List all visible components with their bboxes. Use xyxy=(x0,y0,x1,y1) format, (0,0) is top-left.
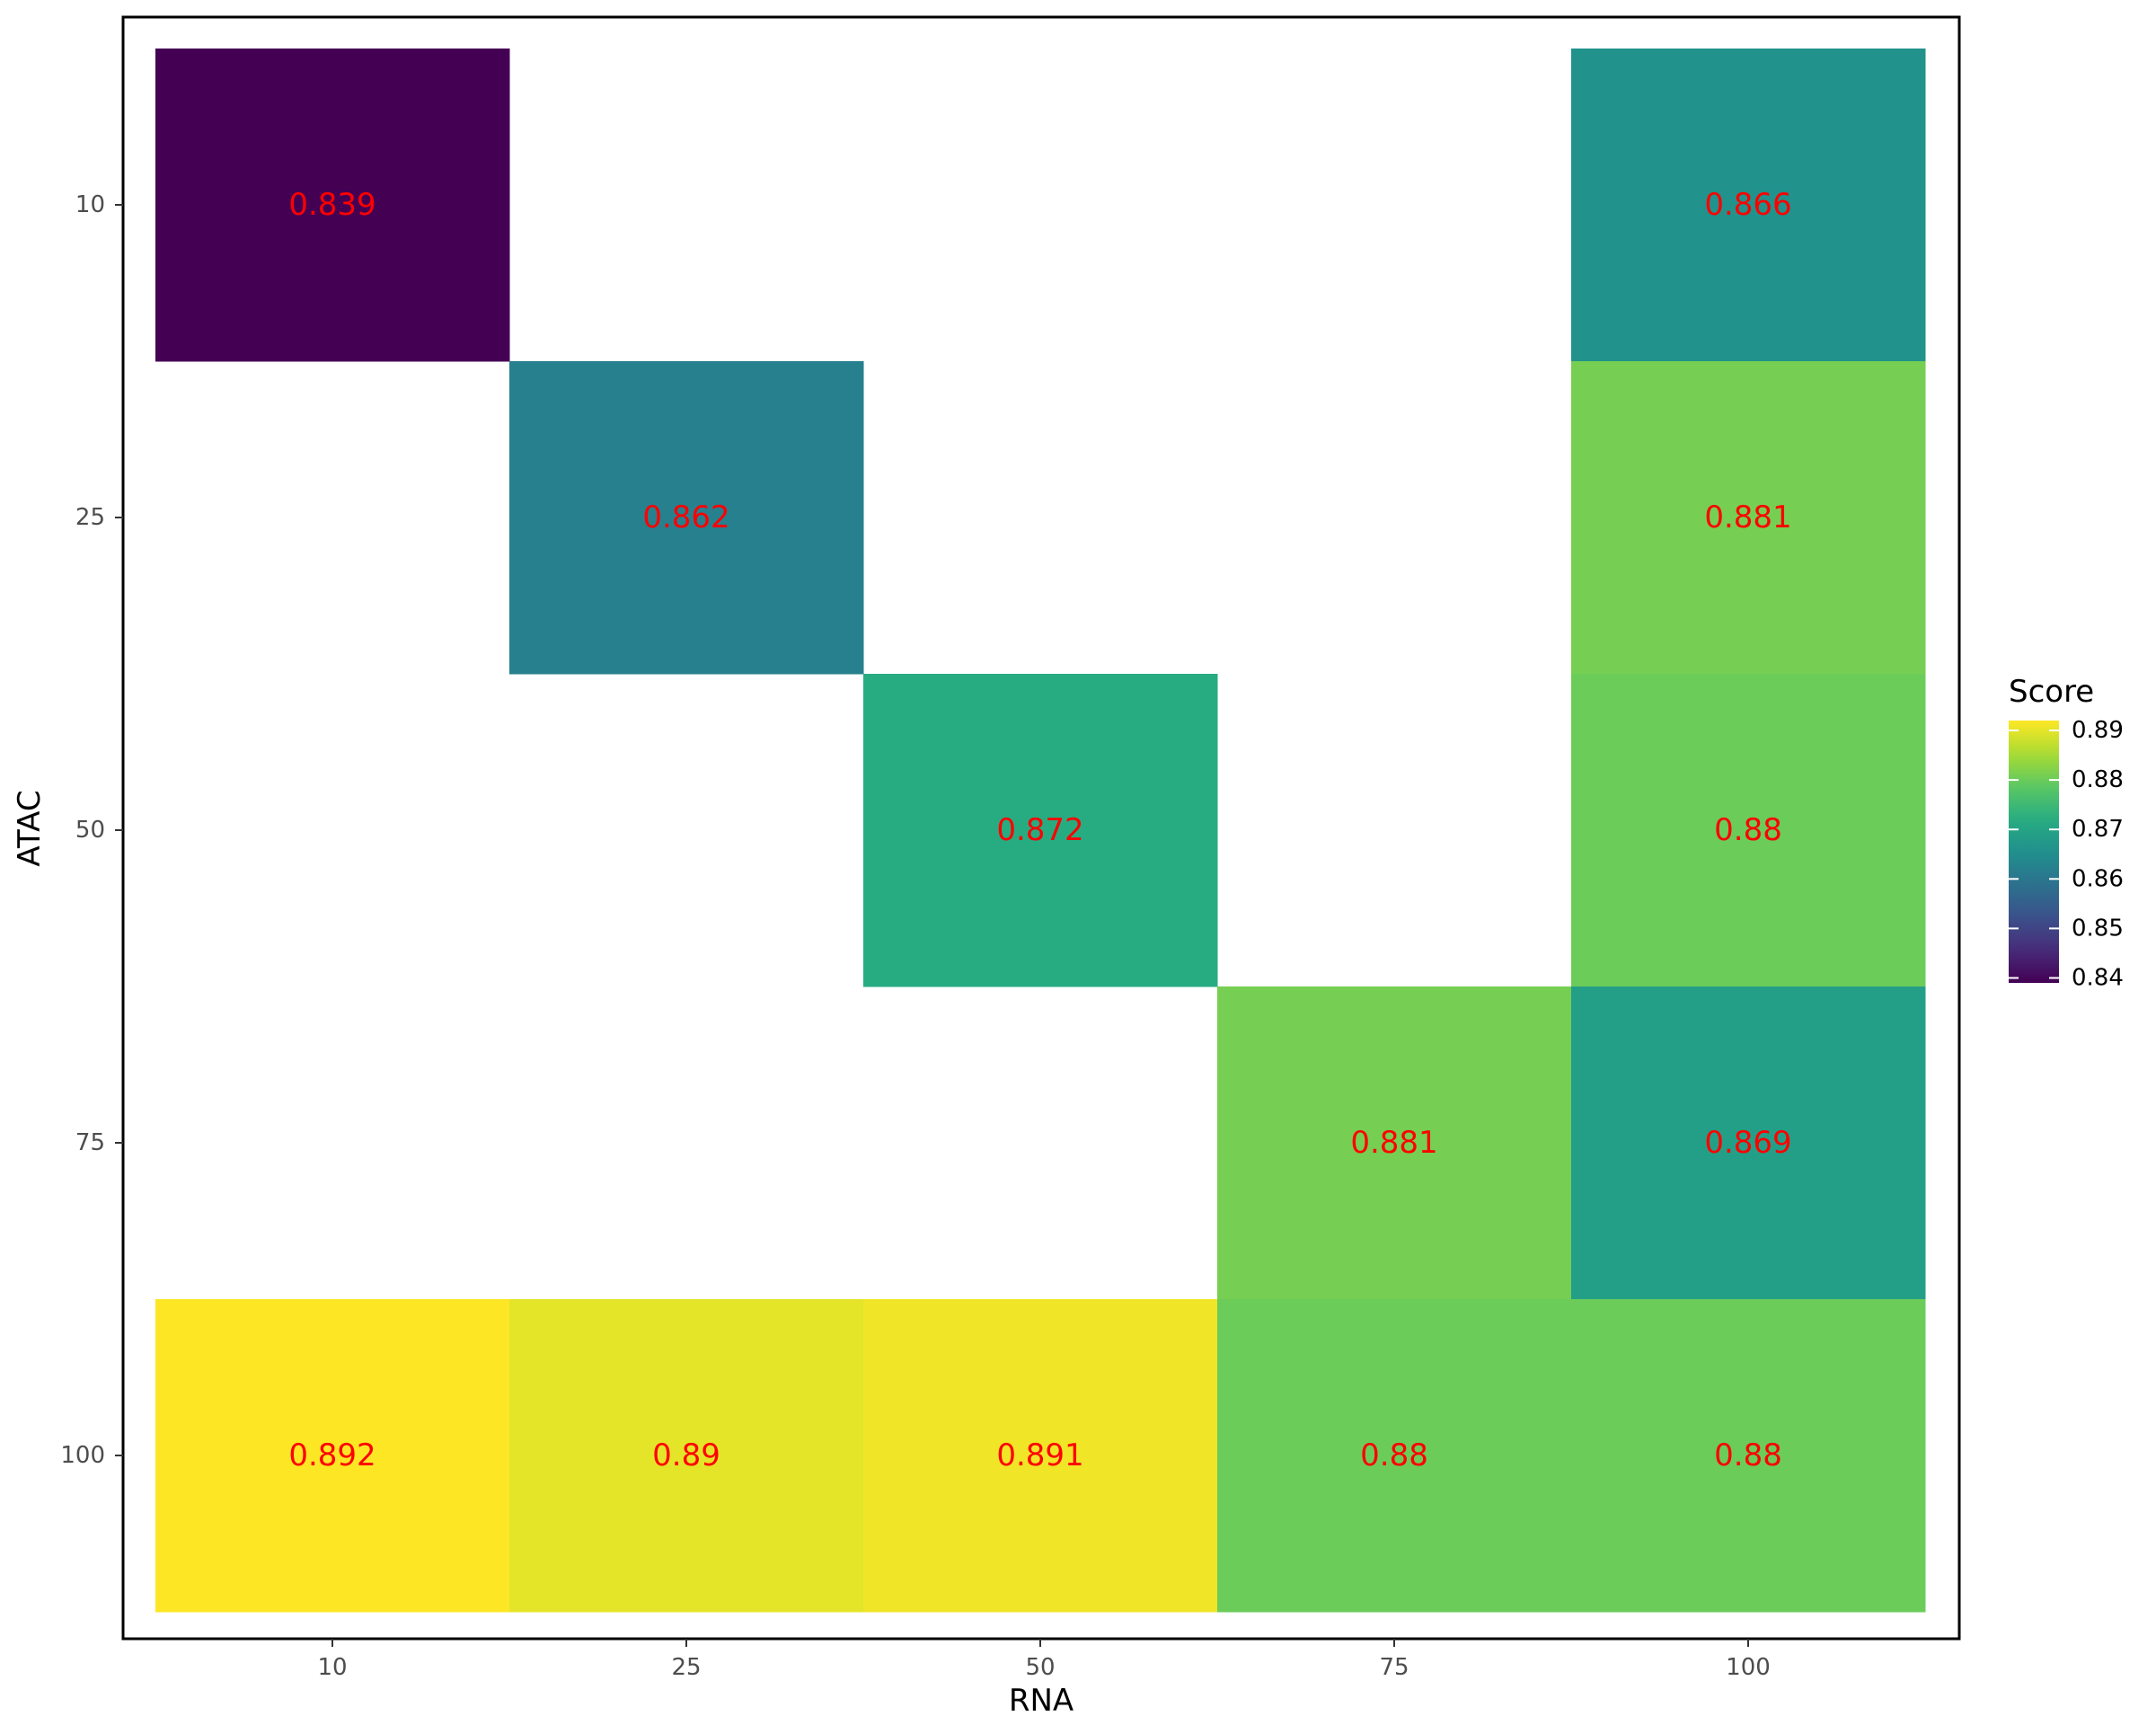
heatmap-cell-rna-100-atac-100 xyxy=(1571,1299,1926,1613)
heatmap-cell-rna-100-atac-10 xyxy=(1571,49,1926,362)
legend-tick-label: 0.88 xyxy=(2072,766,2124,793)
cell-value-label: 0.88 xyxy=(1714,812,1782,848)
cell-value-label: 0.88 xyxy=(1360,1438,1428,1473)
y-tick-label: 75 xyxy=(75,1129,105,1156)
x-tick-label: 75 xyxy=(1379,1654,1409,1681)
x-tick-label: 100 xyxy=(1726,1654,1771,1681)
cell-value-label: 0.891 xyxy=(996,1438,1083,1473)
cell-value-label: 0.89 xyxy=(652,1438,720,1473)
cell-value-label: 0.881 xyxy=(1350,1125,1437,1161)
heatmap-cell-rna-75-atac-100 xyxy=(1217,1299,1572,1613)
heatmap-cell-rna-100-atac-75 xyxy=(1571,986,1926,1300)
heatmap-cells xyxy=(155,49,1926,1613)
y-tick-label: 25 xyxy=(75,504,105,531)
cell-value-label: 0.872 xyxy=(996,812,1083,848)
y-tick-label: 100 xyxy=(60,1442,105,1469)
legend-tick-label: 0.87 xyxy=(2072,816,2124,843)
x-tick-label: 25 xyxy=(671,1654,701,1681)
y-tick-label: 50 xyxy=(75,817,105,844)
legend-title: Score xyxy=(2009,674,2094,710)
legend-tick-label: 0.89 xyxy=(2072,717,2124,744)
legend-tick-label: 0.84 xyxy=(2072,964,2124,991)
x-axis-title: RNA xyxy=(1009,1683,1074,1719)
cell-value-label: 0.881 xyxy=(1704,500,1791,535)
y-tick-label: 10 xyxy=(75,191,105,218)
heatmap-cell-rna-10-atac-10 xyxy=(155,49,510,362)
heatmap-cell-rna-50-atac-50 xyxy=(863,674,1218,987)
heatmap-cell-rna-25-atac-25 xyxy=(509,361,864,675)
legend-colorbar xyxy=(2009,721,2059,983)
cell-value-label: 0.88 xyxy=(1714,1438,1782,1473)
cell-value-label: 0.869 xyxy=(1704,1125,1791,1161)
cell-value-label: 0.892 xyxy=(288,1438,376,1473)
legend-ticks: 0.84 0.85 0.86 0.87 0.88 0.89 xyxy=(2009,717,2124,991)
y-axis-title: ATAC xyxy=(12,790,48,866)
x-axis-ticks: 10 25 50 75 100 xyxy=(317,1639,1771,1681)
heatmap-cell-rna-50-atac-100 xyxy=(863,1299,1218,1613)
heatmap-cell-rna-75-atac-75 xyxy=(1217,986,1572,1300)
cell-value-label: 0.866 xyxy=(1704,187,1791,223)
heatmap-cell-rna-100-atac-50 xyxy=(1571,674,1926,987)
heatmap-cell-labels: 0.839 0.866 0.862 0.881 0.872 0.88 0.881 0.869 0… xyxy=(288,187,1791,1473)
heatmap-cell-rna-10-atac-100 xyxy=(155,1299,510,1613)
legend-tick-label: 0.85 xyxy=(2072,915,2124,942)
cell-value-label: 0.839 xyxy=(288,187,376,223)
x-tick-label: 50 xyxy=(1025,1654,1055,1681)
cell-value-label: 0.862 xyxy=(642,500,729,535)
legend-tick-label: 0.86 xyxy=(2072,865,2124,892)
x-tick-label: 10 xyxy=(317,1654,347,1681)
heatmap-cell-rna-100-atac-25 xyxy=(1571,361,1926,675)
heatmap-cell-rna-25-atac-100 xyxy=(509,1299,864,1613)
color-legend: Score 0.84 0.85 0.86 0.87 0.88 0.89 xyxy=(2009,674,2124,991)
y-axis-ticks: 10 25 50 75 100 xyxy=(60,191,123,1469)
